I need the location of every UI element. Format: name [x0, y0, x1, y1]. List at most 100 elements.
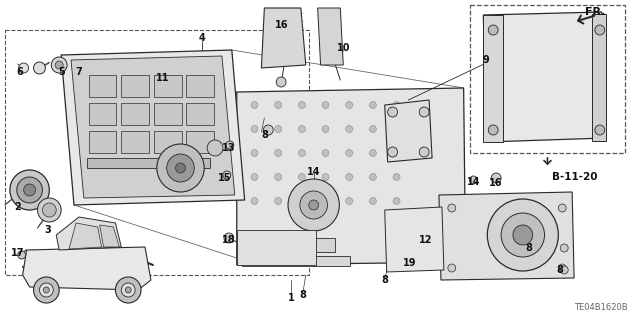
Circle shape — [393, 125, 400, 132]
Text: 7: 7 — [76, 67, 83, 77]
Bar — [186, 131, 214, 153]
Text: 1: 1 — [287, 293, 294, 303]
Circle shape — [224, 233, 234, 243]
Circle shape — [275, 150, 282, 157]
Circle shape — [492, 173, 501, 183]
Circle shape — [501, 213, 545, 257]
Circle shape — [18, 251, 26, 259]
Text: 13: 13 — [222, 143, 236, 153]
Circle shape — [275, 125, 282, 132]
Bar — [87, 158, 210, 168]
Circle shape — [393, 174, 400, 181]
Circle shape — [40, 283, 53, 297]
Circle shape — [558, 264, 566, 272]
Circle shape — [369, 174, 376, 181]
Circle shape — [10, 170, 49, 210]
Circle shape — [298, 150, 305, 157]
Bar — [89, 131, 116, 153]
Polygon shape — [385, 100, 432, 162]
Circle shape — [488, 125, 498, 135]
Circle shape — [419, 147, 429, 157]
Circle shape — [388, 107, 397, 117]
Circle shape — [298, 197, 305, 204]
Circle shape — [388, 147, 397, 157]
Circle shape — [393, 101, 400, 108]
Circle shape — [322, 125, 329, 132]
Text: 18: 18 — [222, 235, 236, 245]
Circle shape — [17, 177, 42, 203]
Circle shape — [369, 101, 376, 108]
Circle shape — [33, 277, 59, 303]
Text: 19: 19 — [403, 258, 416, 268]
Text: 8: 8 — [525, 243, 532, 253]
Circle shape — [264, 125, 273, 135]
Text: 6: 6 — [17, 67, 23, 77]
Circle shape — [44, 287, 49, 293]
Circle shape — [115, 277, 141, 303]
Circle shape — [300, 191, 328, 219]
Circle shape — [393, 197, 400, 204]
Circle shape — [288, 179, 339, 231]
Polygon shape — [317, 8, 343, 65]
Text: 16: 16 — [490, 178, 503, 188]
Circle shape — [560, 244, 568, 252]
Circle shape — [157, 144, 204, 192]
Circle shape — [346, 125, 353, 132]
Circle shape — [322, 197, 329, 204]
Text: 14: 14 — [307, 167, 321, 177]
Bar — [89, 103, 116, 125]
Bar — [122, 103, 149, 125]
Polygon shape — [237, 88, 466, 265]
Circle shape — [448, 264, 456, 272]
Circle shape — [298, 125, 305, 132]
Circle shape — [560, 266, 568, 274]
Circle shape — [226, 141, 234, 149]
Circle shape — [24, 184, 35, 196]
Bar — [122, 75, 149, 97]
Circle shape — [369, 125, 376, 132]
Polygon shape — [483, 12, 605, 142]
Polygon shape — [71, 56, 235, 198]
Bar — [483, 15, 503, 142]
Text: 8: 8 — [300, 290, 307, 300]
Text: 8: 8 — [557, 265, 564, 275]
Bar — [186, 103, 214, 125]
Bar — [154, 75, 182, 97]
Circle shape — [275, 197, 282, 204]
Text: FR.: FR. — [585, 7, 605, 17]
Circle shape — [346, 150, 353, 157]
Bar — [89, 75, 116, 97]
Polygon shape — [100, 225, 119, 247]
Polygon shape — [385, 207, 444, 272]
Circle shape — [38, 198, 61, 222]
Circle shape — [166, 154, 195, 182]
Polygon shape — [22, 247, 151, 290]
Circle shape — [207, 140, 223, 156]
Bar — [237, 230, 316, 265]
Circle shape — [51, 57, 67, 73]
Text: 8: 8 — [261, 130, 268, 140]
Text: 15: 15 — [218, 173, 232, 183]
Bar — [252, 238, 335, 252]
Circle shape — [19, 63, 29, 73]
Polygon shape — [69, 223, 102, 249]
Text: 4: 4 — [199, 33, 205, 43]
Polygon shape — [61, 50, 244, 205]
Circle shape — [251, 197, 258, 204]
Circle shape — [369, 197, 376, 204]
Circle shape — [346, 101, 353, 108]
Circle shape — [122, 283, 135, 297]
Circle shape — [488, 25, 498, 35]
Circle shape — [470, 176, 477, 184]
Text: B-11-20: B-11-20 — [552, 172, 598, 182]
Circle shape — [393, 150, 400, 157]
Circle shape — [298, 101, 305, 108]
Text: 3: 3 — [44, 225, 51, 235]
Circle shape — [251, 174, 258, 181]
Circle shape — [175, 163, 186, 173]
Text: 14: 14 — [467, 177, 480, 187]
Text: TE04B1620B: TE04B1620B — [574, 303, 628, 313]
Text: 2: 2 — [14, 202, 21, 212]
Text: 8: 8 — [381, 275, 388, 285]
Circle shape — [298, 174, 305, 181]
